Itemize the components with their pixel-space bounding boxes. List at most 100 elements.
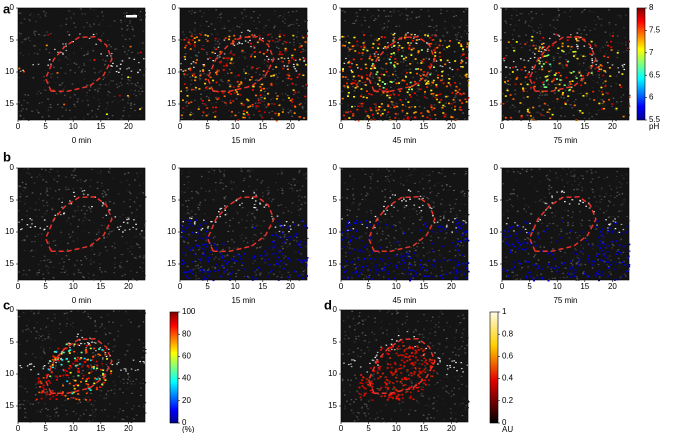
speckle [516,274,519,276]
signal-pixel [351,45,354,48]
signal-pixel [394,61,397,64]
signal-pixel [400,256,403,259]
speckle [592,87,594,89]
signal-pixel [433,260,436,263]
speckle [374,18,377,20]
speckle [255,274,258,276]
signal-pixel [375,109,378,112]
signal-pixel [512,98,515,100]
speckle [33,45,35,47]
speckle [564,89,567,92]
speckle [248,117,251,119]
x-tick-label: 10 [69,282,78,291]
signal-pixel [507,230,510,233]
speckle [580,262,582,265]
speckle [460,191,463,193]
speckle [108,92,111,94]
signal-pixel [251,103,254,106]
speckle [376,76,379,79]
signal-pixel [600,249,603,252]
speckle [119,225,122,228]
speckle [393,68,395,70]
signal-pixel [378,88,381,91]
signal-pixel [562,92,565,94]
speckle [350,204,353,206]
signal-pixel [549,117,552,120]
signal-pixel [602,253,605,255]
speckle [63,250,66,253]
signal-pixel [443,115,446,118]
speckle [606,41,608,43]
speckle [133,93,135,95]
speckle [553,33,555,35]
signal-pixel [351,70,354,73]
speckle [242,179,245,182]
speckle [256,224,259,226]
speckle [426,97,428,99]
speckle [203,12,205,14]
speckle [405,64,408,67]
speckle [582,201,584,204]
speckle [227,230,230,233]
signal-pixel [275,263,278,265]
signal-pixel [355,222,358,224]
speckle [615,75,618,77]
speckle [61,106,64,109]
signal-pixel [417,51,420,54]
signal-pixel [385,88,388,90]
speckle [234,53,237,55]
speckle [600,198,603,200]
speckle [223,169,226,172]
speckle [241,206,244,209]
signal-pixel [450,102,453,105]
signal-pixel [47,34,50,36]
speckle [535,44,537,47]
speckle [75,63,78,65]
speckle [590,224,593,226]
signal-pixel [301,219,304,222]
signal-pixel [181,226,184,228]
speckle [353,258,356,260]
speckle [134,109,136,112]
speckle [591,58,593,60]
signal-pixel [275,234,278,236]
signal-pixel [362,96,365,98]
speckle [556,177,559,179]
signal-pixel [567,60,570,63]
speckle [509,107,511,109]
signal-pixel [401,79,404,81]
signal-pixel [532,106,535,109]
signal-pixel [191,273,194,275]
speckle [59,51,62,54]
signal-pixel [187,102,190,104]
signal-pixel [508,226,511,229]
speckle [77,98,80,100]
speckle [256,81,258,83]
speckle [591,74,594,76]
signal-pixel [275,66,278,68]
speckle [361,168,363,170]
speckle [130,89,133,91]
x-tick-label: 5 [43,282,48,291]
signal-pixel [298,46,301,48]
speckle [99,22,101,24]
speckle [108,63,111,65]
speckle [293,110,296,112]
speckle [19,193,22,195]
speckle [33,31,36,33]
speckle [110,80,112,82]
speckle [383,205,385,208]
signal-pixel [408,88,411,91]
x-tick-label: 20 [124,122,133,131]
speckle [595,113,598,115]
signal-pixel [252,269,255,272]
speckle [284,93,287,95]
speckle [456,39,458,41]
signal-pixel [563,84,566,86]
speckle [198,208,200,211]
speckle [516,195,519,197]
signal-pixel [597,279,600,282]
signal-pixel [270,82,273,85]
speckle [193,88,195,91]
speckle [48,115,50,117]
